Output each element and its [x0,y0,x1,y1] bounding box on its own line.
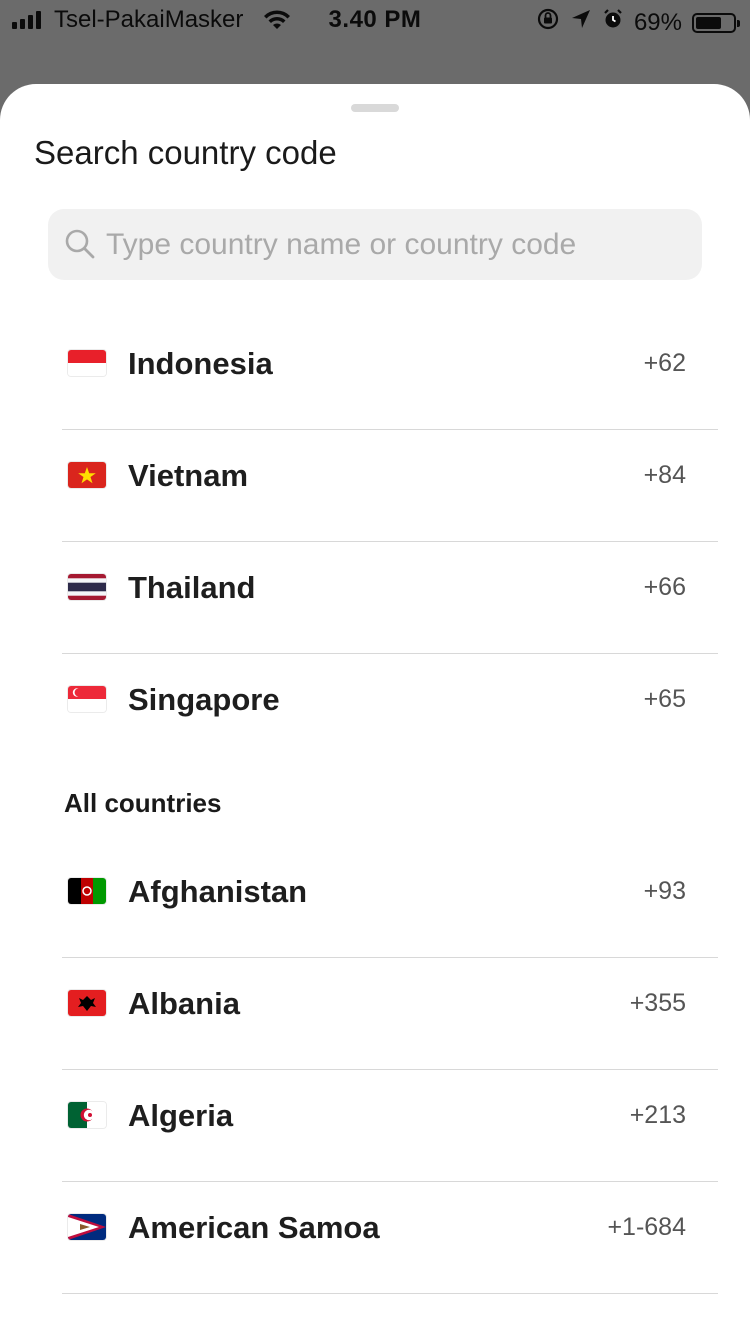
flag-vietnam-icon [68,462,106,488]
cellular-signal-icon [12,11,41,29]
rotation-lock-icon [536,7,560,38]
location-arrow-icon [570,8,592,37]
flag-thailand-icon [68,574,106,600]
list-item-vietnam[interactable]: Vietnam +84 [62,429,718,542]
list-item-afghanistan[interactable]: Afghanistan +93 [62,845,718,958]
flag-albania-icon [68,990,106,1016]
country-code: +62 [643,349,686,377]
list-item-algeria[interactable]: Algeria +213 [62,1069,718,1182]
country-code-sheet: Search country code Indonesia +62 Vietna… [0,84,750,1334]
search-input[interactable] [106,209,686,280]
flag-afghanistan-icon [68,878,106,904]
section-header-all-countries: All countries [64,788,222,818]
country-name: Indonesia [128,346,273,381]
list-item-thailand[interactable]: Thailand +66 [62,541,718,654]
list-item-albania[interactable]: Albania +355 [62,957,718,1070]
country-name: Algeria [128,1098,234,1133]
sheet-title: Search country code [34,134,337,171]
country-name: Albania [128,986,240,1021]
alarm-icon [602,8,624,37]
country-name: American Samoa [128,1210,380,1245]
country-name: Singapore [128,682,280,717]
battery-percent: 69% [633,8,682,36]
flag-singapore-icon [68,686,106,712]
country-code: +93 [643,877,686,905]
country-code: +213 [629,1101,686,1129]
list-item-indonesia[interactable]: Indonesia +62 [62,317,718,430]
sheet-grabber[interactable] [351,104,399,112]
country-code: +355 [629,989,686,1017]
country-code: +84 [643,461,686,489]
country-code: +1-684 [607,1213,686,1241]
country-name: Thailand [128,570,256,605]
carrier-name: Tsel-PakaiMasker [54,6,244,33]
battery-icon [692,12,740,33]
country-name: Vietnam [128,458,249,493]
flag-american-samoa-icon [68,1214,106,1240]
status-time: 3.40 PM [328,6,422,33]
country-name: Afghanistan [128,874,308,909]
country-code: +65 [643,685,686,713]
list-item-singapore[interactable]: Singapore +65 [62,653,718,765]
status-bar: Tsel-PakaiMasker 3.40 PM [0,0,750,40]
list-item-american-samoa[interactable]: American Samoa +1-684 [62,1181,718,1294]
search-icon [64,228,96,265]
flag-algeria-icon [68,1102,106,1128]
flag-indonesia-icon [68,350,106,376]
search-box[interactable] [48,209,702,280]
wifi-icon [262,9,292,38]
country-code: +66 [643,573,686,601]
